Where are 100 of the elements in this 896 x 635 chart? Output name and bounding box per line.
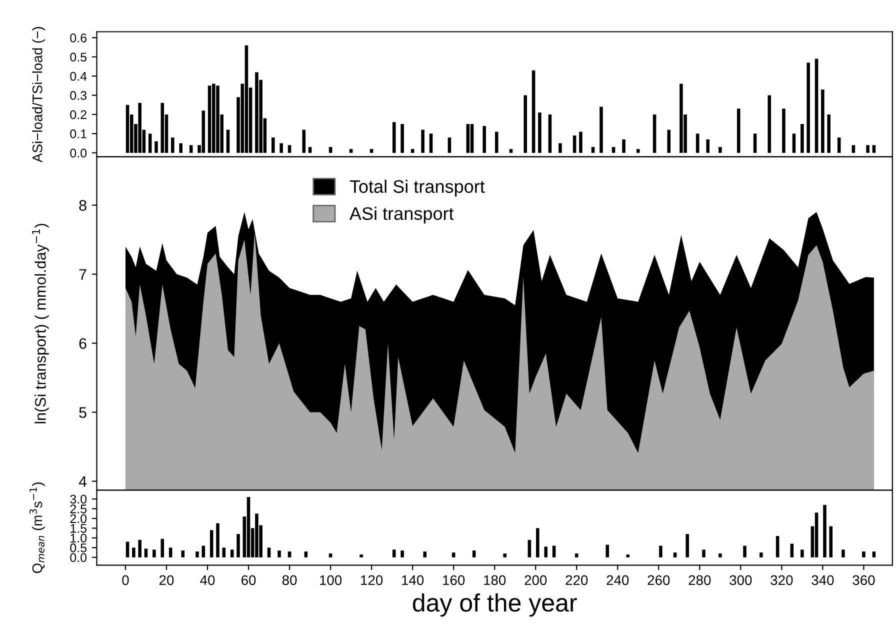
bar [806,62,810,153]
bar [827,114,830,153]
bar [230,550,234,558]
bar [837,137,841,153]
bar [328,147,332,153]
bar [152,550,156,558]
x-tick-label: 160 [443,575,465,586]
x-tick-label: 180 [484,575,506,586]
bar [360,554,363,558]
y-axis-title: Q$_{mean}$ (m$^{3}$s$^{−1}$) [29,482,45,574]
x-tick-label: 280 [688,575,711,586]
y-axis-title: ASi−load/TSi−load (−) [32,27,46,162]
bar [696,134,700,153]
bar [222,548,226,558]
bar [606,544,610,558]
bar [189,145,193,153]
x-tick-label: 80 [282,575,297,586]
y-tick-label: 6 [79,338,86,349]
y-tick-label: 4 [78,476,87,487]
bar [126,542,130,558]
bar [138,540,142,558]
bar [800,550,804,558]
bar [636,148,640,153]
bar [600,106,603,153]
y-tick-label: 0.0 [70,148,87,158]
x-tick-label: 300 [730,575,752,586]
bar [686,534,689,558]
bar [622,139,626,153]
bar [667,130,671,153]
bar [448,137,452,153]
bar [509,148,513,153]
bar [179,143,182,153]
bar [148,134,152,153]
bar [548,114,552,153]
bar [538,112,542,153]
y-tick-label: 0.2 [70,110,86,120]
bar [349,148,353,153]
y-tick-label: 0.4 [70,72,87,81]
y-tick-label: 0.0 [70,553,87,562]
bar [138,102,142,153]
x-tick-label: 260 [648,575,670,586]
bar [544,546,548,558]
bar [208,86,212,153]
bar [782,108,786,153]
bar [154,141,158,153]
y-tick-label: 0.5 [70,543,87,552]
bar [866,145,870,153]
bar [536,528,540,558]
bar [852,145,856,153]
bar [776,536,780,558]
bar [760,552,763,558]
bar [160,102,164,153]
bar [196,552,199,558]
bar [702,550,706,558]
y-tick-label: 0.6 [70,34,86,42]
y-tick-label: 5 [79,407,86,418]
bar [718,553,722,558]
bar [718,147,722,153]
x-tick-label: 140 [402,575,424,586]
bar [652,114,656,153]
bar [829,526,833,558]
bar [821,90,824,153]
bar [814,58,818,153]
bar [278,550,281,558]
bar [612,147,616,153]
bar [532,70,536,153]
bar [271,137,275,153]
bar [552,546,556,558]
y-tick-label: 2.5 [70,504,87,514]
bar [328,553,332,558]
x-tick-label: 40 [200,575,215,586]
bar [574,553,578,558]
y-tick-label: 7 [79,269,86,280]
bar [202,110,206,153]
bar [244,45,248,153]
bar [267,548,271,558]
bar [304,552,308,558]
y-tick-label: 1.5 [70,524,87,533]
bar [790,544,794,558]
bar [160,538,164,558]
bar [423,552,427,558]
x-tick-label: 60 [241,575,256,586]
x-tick-label: 20 [159,575,174,586]
bar [626,554,630,558]
bar [246,497,250,558]
x-tick-label: 200 [524,575,547,586]
bar [753,134,757,153]
x-tick-label: 100 [320,575,342,586]
bar [392,550,396,558]
bar [872,552,876,558]
x-tick-label: 340 [812,575,834,586]
bar [280,143,283,153]
bar [308,147,312,153]
bar [482,126,486,153]
bar [495,132,498,153]
bar [680,84,683,153]
bar [400,550,404,558]
bar [392,122,396,153]
y-tick-label: 0.3 [70,91,86,100]
bar [212,84,216,153]
